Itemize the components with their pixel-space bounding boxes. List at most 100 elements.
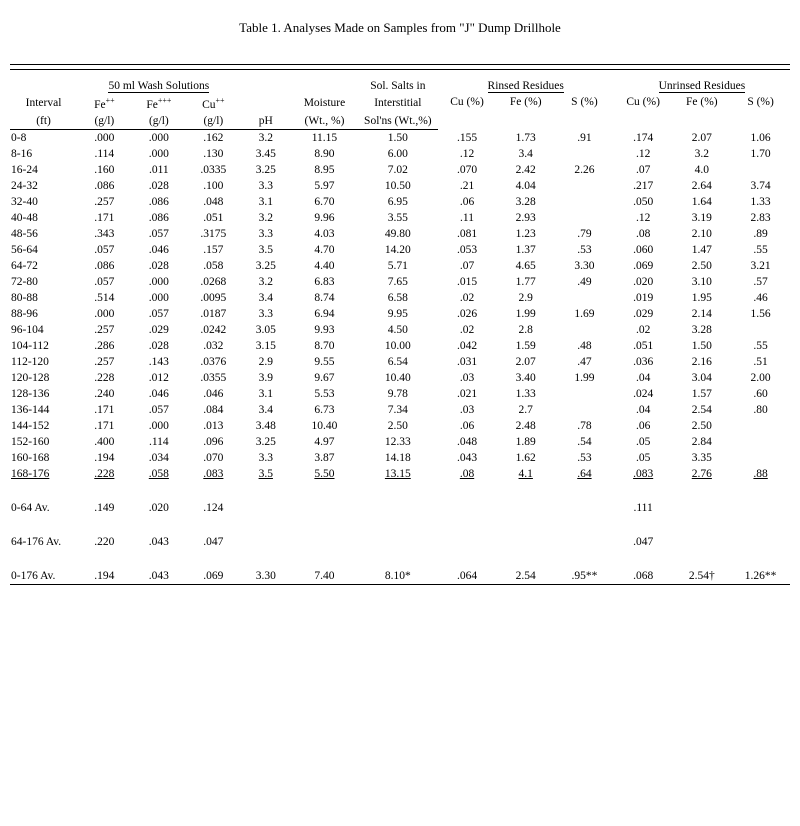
cell [496,500,555,516]
cell: 14.20 [358,242,438,258]
table-row: 112-120.257.143.03762.99.556.54.0312.07.… [10,354,790,370]
cell [555,534,614,550]
cell: 8.10* [358,568,438,585]
cell: .064 [438,568,497,585]
table-row: 88-96.000.057.01873.36.949.95.0261.991.6… [10,306,790,322]
cell [731,450,790,466]
cell: .04 [614,402,673,418]
cell: 1.59 [496,338,555,354]
table-row: 152-160.400.114.0963.254.9712.33.0481.89… [10,434,790,450]
cell [731,322,790,338]
cell: 2.42 [496,162,555,178]
cell: 3.55 [358,210,438,226]
cell: 6.00 [358,146,438,162]
cell: .086 [132,194,187,210]
cell: .057 [132,306,187,322]
table-row-average: 0-176 Av..194.043.0693.307.408.10*.0642.… [10,568,790,585]
cell: .068 [614,568,673,585]
cell: 88-96 [10,306,77,322]
cell: .02 [614,322,673,338]
cell: 3.4 [496,146,555,162]
cell: .89 [731,226,790,242]
cell: 1.06 [731,129,790,146]
cell: .57 [731,274,790,290]
cell: 128-136 [10,386,77,402]
col-salts: Interstitial [358,94,438,113]
cell: .042 [438,338,497,354]
cell: .114 [132,434,187,450]
cell: 10.40 [291,418,358,434]
cell [731,434,790,450]
cell: .160 [77,162,132,178]
cell: 4.70 [291,242,358,258]
cell: .03 [438,402,497,418]
cell: .78 [555,418,614,434]
cell: .0095 [186,290,241,306]
cell: .012 [132,370,187,386]
cell: .343 [77,226,132,242]
cell: 1.89 [496,434,555,450]
table-row: 136-144.171.057.0843.46.737.34.032.7.042… [10,402,790,418]
cell: .015 [438,274,497,290]
cell: 5.97 [291,178,358,194]
cell: .028 [132,338,187,354]
cell: .257 [77,354,132,370]
cell: .058 [186,258,241,274]
cell: 6.58 [358,290,438,306]
cell: 5.53 [291,386,358,402]
table-row: 16-24.160.011.03353.258.957.02.0702.422.… [10,162,790,178]
col-fe2: Fe++ [77,94,132,113]
cell: 1.33 [496,386,555,402]
cell: .02 [438,322,497,338]
cell: 3.04 [672,370,731,386]
cell: 4.40 [291,258,358,274]
cell: 1.69 [555,306,614,322]
cell: 9.78 [358,386,438,402]
cell: .53 [555,450,614,466]
cell: 5.71 [358,258,438,274]
cell [555,402,614,418]
cell: 2.9 [496,290,555,306]
cell: 8.95 [291,162,358,178]
cell: 10.50 [358,178,438,194]
cell: .029 [132,322,187,338]
cell: .03 [438,370,497,386]
cell: 64-72 [10,258,77,274]
cell: 2.84 [672,434,731,450]
cell: 4.1 [496,466,555,482]
cell: .95** [555,568,614,585]
cell: 3.1 [241,386,291,402]
col-unrinsed-cu: Cu (%) [614,94,673,129]
cell: 10.40 [358,370,438,386]
cell: 4.50 [358,322,438,338]
cell: 8-16 [10,146,77,162]
cell: .228 [77,370,132,386]
cell: 6.94 [291,306,358,322]
cell [555,322,614,338]
cell: 3.25 [241,162,291,178]
cell: .149 [77,500,132,516]
col-moist-unit: (Wt., %) [291,113,358,130]
cell: 3.28 [496,194,555,210]
cell [672,500,731,516]
cell: 2.50 [358,418,438,434]
cell: .000 [77,306,132,322]
cell: 1.33 [731,194,790,210]
cell: 32-40 [10,194,77,210]
cell: .88 [731,466,790,482]
cell: 4.04 [496,178,555,194]
cell: 1.26** [731,568,790,585]
cell: .06 [614,418,673,434]
cell: 3.10 [672,274,731,290]
table-row: 64-72.086.028.0583.254.405.71.074.653.30… [10,258,790,274]
cell: 3.4 [241,290,291,306]
cell: 3.3 [241,226,291,242]
cell: .051 [186,210,241,226]
cell: .60 [731,386,790,402]
table-row: 8-16.114.000.1303.458.906.00.123.4.123.2… [10,146,790,162]
cell: .053 [438,242,497,258]
cell: .036 [614,354,673,370]
cell: .000 [132,146,187,162]
cell: .000 [132,290,187,306]
cell: .04 [614,370,673,386]
